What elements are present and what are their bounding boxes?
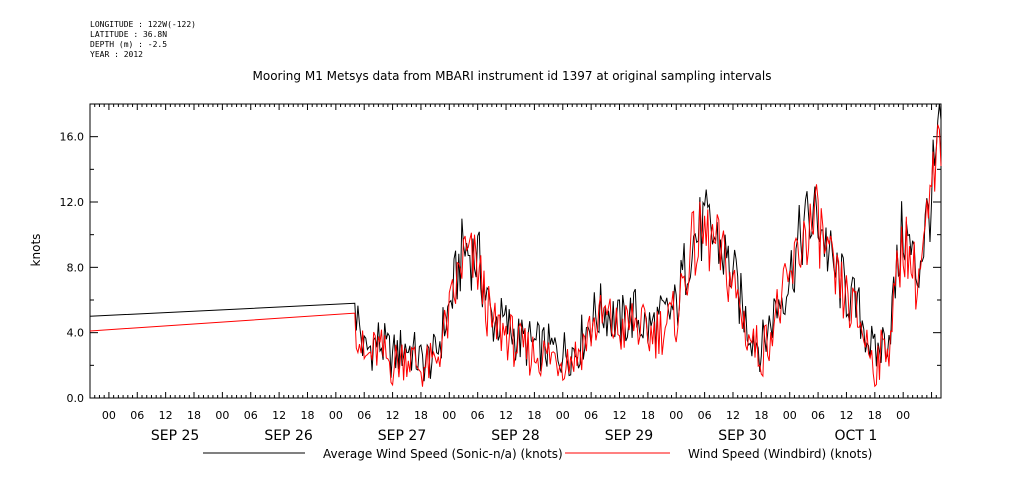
x-tick-label: 18: [527, 409, 541, 422]
x-tick-label: 12: [839, 409, 853, 422]
x-tick-label: 12: [499, 409, 513, 422]
meta-longitude: LONGITUDE : 122W(-122): [90, 20, 196, 29]
x-tick-label: 00: [556, 409, 570, 422]
series-line-sonic: [89, 103, 942, 382]
x-tick-label: 18: [414, 409, 428, 422]
day-label: SEP 28: [491, 428, 539, 444]
day-label: SEP 26: [264, 428, 313, 444]
y-axis-label: knots: [29, 234, 43, 267]
day-label: SEP 27: [378, 428, 426, 444]
x-tick-label: 06: [471, 409, 485, 422]
legend-label-sonic: Average Wind Speed (Sonic-n/a) (knots): [323, 447, 563, 461]
axis-ticks: [89, 103, 942, 399]
meta-depth: DEPTH (m) : -2.5: [90, 40, 168, 49]
x-tick-label: 00: [442, 409, 456, 422]
x-tick-label: 00: [783, 409, 797, 422]
day-labels: SEP 25 SEP 26 SEP 27 SEP 28 SEP 29 SEP 30 OCT …: [151, 428, 877, 444]
y-tick-label: 16.0: [60, 131, 85, 144]
legend-label-windbird: Wind Speed (Windbird) (knots): [688, 447, 872, 461]
x-tick-label: 00: [896, 409, 910, 422]
x-tick-label: 06: [698, 409, 712, 422]
x-tick-label: 00: [215, 409, 229, 422]
x-tick-label: 12: [386, 409, 400, 422]
series-line-windbird: [89, 124, 942, 388]
y-tick-label: 4.0: [67, 327, 85, 340]
x-tick-label: 12: [272, 409, 286, 422]
x-tick-label: 00: [669, 409, 683, 422]
x-tick-label: 00: [102, 409, 116, 422]
x-tick-label: 06: [357, 409, 371, 422]
day-label: SEP 25: [151, 428, 199, 444]
x-tick-label: 12: [159, 409, 173, 422]
y-tick-label: 0.0: [67, 392, 85, 405]
day-label: SEP 30: [718, 428, 766, 444]
x-tick-labels: 00 06 12 18 00 06 12 18 00 06 12 18 00 06 12 18 00 06 12 18…: [102, 409, 910, 422]
x-tick-label: 18: [754, 409, 768, 422]
y-tick-label: 12.0: [60, 196, 85, 209]
meta-latitude: LATITUDE : 36.8N: [90, 30, 168, 39]
y-tick-label: 8.0: [67, 261, 85, 274]
x-tick-label: 18: [300, 409, 314, 422]
x-tick-label: 06: [130, 409, 144, 422]
meta-year: YEAR : 2012: [90, 50, 143, 59]
chart-title: Mooring M1 Metsys data from MBARI instru…: [253, 69, 772, 83]
x-tick-label: 18: [187, 409, 201, 422]
x-tick-label: 06: [244, 409, 258, 422]
day-label: SEP 29: [605, 428, 653, 444]
x-tick-label: 06: [811, 409, 825, 422]
day-label: OCT 1: [835, 428, 878, 444]
x-tick-label: 18: [641, 409, 655, 422]
x-tick-label: 12: [613, 409, 627, 422]
x-tick-label: 06: [584, 409, 598, 422]
x-tick-label: 00: [329, 409, 343, 422]
metadata-block: LONGITUDE : 122W(-122) LATITUDE : 36.8N …: [90, 20, 196, 60]
x-tick-label: 12: [726, 409, 740, 422]
series-lines: [89, 103, 942, 388]
y-tick-labels: 0.0 4.0 8.0 12.0 16.0: [60, 131, 85, 405]
x-tick-label: 18: [868, 409, 882, 422]
